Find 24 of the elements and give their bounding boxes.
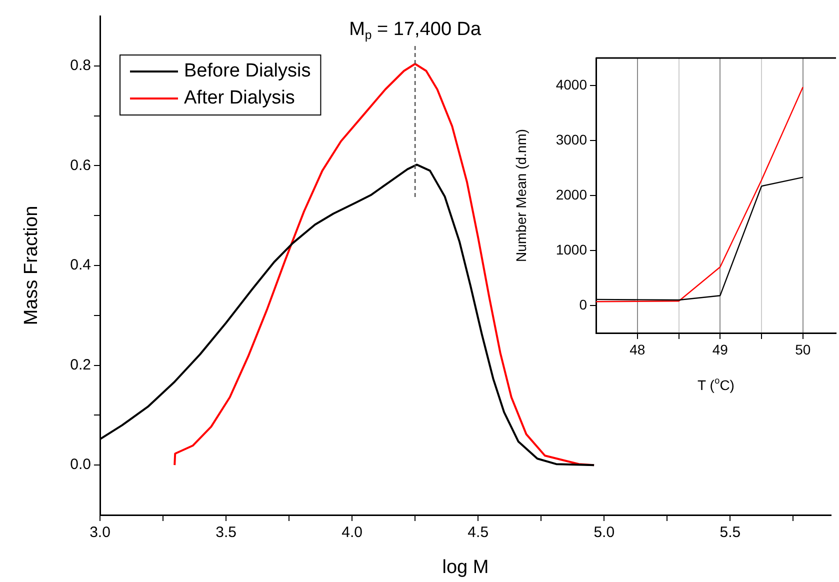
x-tick-label: 5.0 — [594, 524, 615, 542]
y-tick-label: 3000 — [556, 131, 588, 148]
y-tick-label: 0 — [579, 296, 588, 312]
y-tick-label: 0.2 — [70, 356, 91, 374]
x-tick-label: 3.0 — [90, 524, 110, 542]
y-axis-title: Mass Fraction — [21, 206, 42, 326]
x-tick-label: 4.0 — [342, 524, 362, 542]
x-axis-title: log M — [442, 557, 489, 578]
x-tick-label: 48 — [630, 341, 646, 358]
x-tick-label: 49 — [712, 341, 728, 358]
y-tick-label: 4000 — [556, 76, 588, 92]
y-tick-label: 0.8 — [70, 57, 91, 74]
y-tick-label: 0.6 — [70, 156, 91, 174]
x-tick-label: 5.5 — [720, 524, 741, 542]
x-tick-label: 4.5 — [468, 524, 489, 542]
y-tick-label: 0.0 — [70, 456, 91, 474]
legend-label: Before Dialysis — [184, 60, 311, 82]
x-tick-label: 3.5 — [216, 524, 236, 542]
y-tick-label: 2000 — [556, 186, 588, 202]
y-tick-label: 1000 — [556, 241, 588, 258]
legend-label: After Dialysis — [184, 88, 295, 109]
x-tick-label: 50 — [795, 341, 811, 358]
y-tick-label: 0.4 — [70, 256, 91, 274]
y-axis-title: Number Mean (d.nm) — [512, 128, 529, 262]
